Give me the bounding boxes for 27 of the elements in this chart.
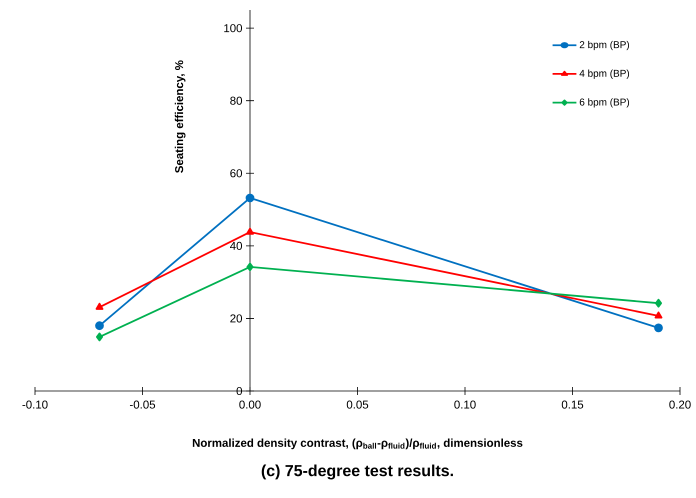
x-axis-title: Normalized density contrast, (ρ$_{ball}$-ρ$_{fluid}$)/ρ$_{fluid}$, dimensionless [192, 438, 522, 450]
point [95, 321, 104, 330]
x-tick-label: 0.05 [346, 400, 368, 409]
y-tick-label: 80 [230, 96, 242, 105]
point [654, 323, 663, 332]
y-tick-label: 100 [224, 24, 242, 32]
x-tick-label: 0.20 [669, 400, 691, 409]
point [654, 298, 662, 308]
legend-label: 4 bpm (BP) [580, 70, 630, 79]
legend-label: 6 bpm (BP) [580, 98, 630, 108]
point [96, 302, 104, 310]
point [246, 228, 254, 235]
x-tick-label: 0.10 [454, 400, 476, 409]
x-tick-label: 0.00 [239, 400, 261, 409]
y-axis-title: Seating efficiency, % [174, 60, 186, 173]
x-tick-label: -0.10 [22, 400, 48, 409]
x-tick-label: 0.15 [562, 400, 584, 409]
y-tick-label: 40 [230, 242, 242, 250]
legend-label: 2 bpm (BP) [580, 40, 630, 50]
point [654, 312, 662, 319]
point [246, 194, 254, 202]
y-tick-label: 20 [230, 314, 242, 322]
x-tick-label: -0.05 [130, 400, 156, 409]
y-tick-label: 60 [230, 169, 242, 178]
point [96, 332, 104, 342]
text: (c) 75-degree test results. [262, 464, 453, 480]
point [246, 262, 254, 272]
